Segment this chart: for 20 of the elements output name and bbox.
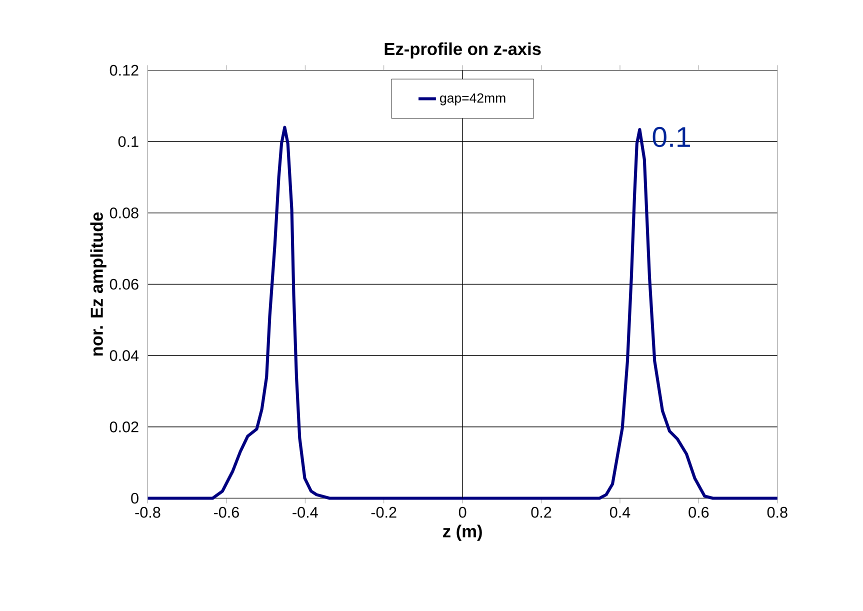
y-axis-title: nor. Ez amplitude: [90, 212, 106, 356]
y-tick-label: 0.12: [110, 64, 138, 76]
legend-label: gap=42mm: [440, 93, 506, 106]
y-tick-label: 0.08: [110, 207, 138, 218]
x-tick-label: -0.2: [371, 506, 396, 518]
y-tick-label: 0.06: [110, 278, 138, 290]
y-tick-label: 0.1: [118, 136, 138, 147]
x-tick-label: 0.6: [688, 506, 709, 518]
y-tick-label: 0.02: [110, 421, 138, 432]
y-tick-label: 0: [131, 492, 138, 504]
x-tick-label: -0.4: [292, 506, 318, 518]
y-tick-label: 0.04: [110, 350, 139, 361]
x-axis-title: z (m): [443, 524, 482, 541]
x-tick-label: 0.2: [531, 506, 552, 518]
x-tick-label: 0.4: [610, 506, 630, 518]
x-tick-label: 0: [458, 506, 466, 518]
x-tick-label: -0.6: [214, 506, 239, 518]
chart-title: Ez-profile on z-axis: [384, 42, 541, 58]
x-tick-label: -0.8: [135, 506, 160, 518]
x-tick-label: 0.8: [767, 506, 788, 518]
